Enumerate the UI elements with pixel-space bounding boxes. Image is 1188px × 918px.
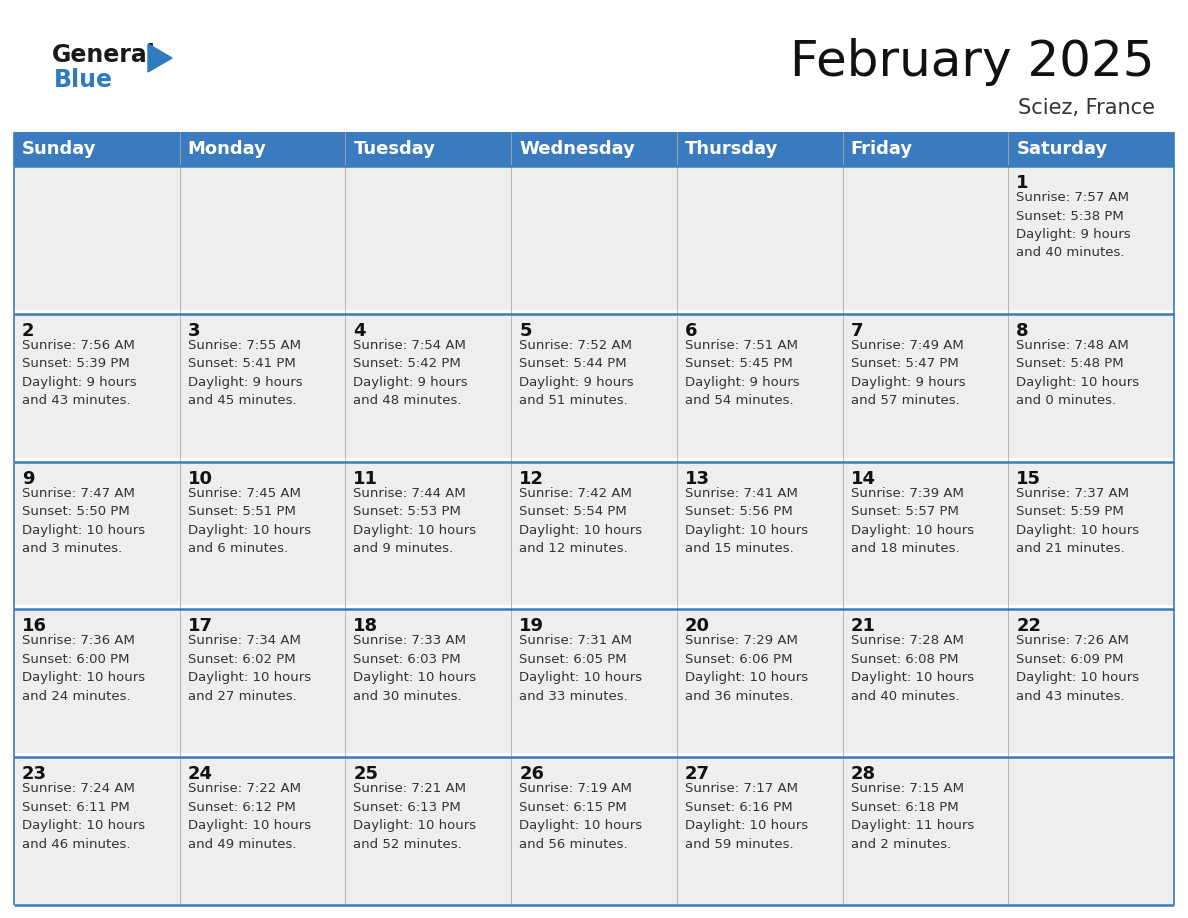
Text: Sunrise: 7:51 AM
Sunset: 5:45 PM
Daylight: 9 hours
and 54 minutes.: Sunrise: 7:51 AM Sunset: 5:45 PM Dayligh… bbox=[684, 339, 800, 408]
Text: Sunrise: 7:54 AM
Sunset: 5:42 PM
Daylight: 9 hours
and 48 minutes.: Sunrise: 7:54 AM Sunset: 5:42 PM Dayligh… bbox=[353, 339, 468, 408]
Text: Sunrise: 7:55 AM
Sunset: 5:41 PM
Daylight: 9 hours
and 45 minutes.: Sunrise: 7:55 AM Sunset: 5:41 PM Dayligh… bbox=[188, 339, 302, 408]
Bar bbox=[14, 309, 1174, 314]
Bar bbox=[14, 605, 1174, 610]
Text: Sunrise: 7:44 AM
Sunset: 5:53 PM
Daylight: 10 hours
and 9 minutes.: Sunrise: 7:44 AM Sunset: 5:53 PM Dayligh… bbox=[353, 487, 476, 555]
Text: 18: 18 bbox=[353, 618, 379, 635]
Text: Sunrise: 7:33 AM
Sunset: 6:03 PM
Daylight: 10 hours
and 30 minutes.: Sunrise: 7:33 AM Sunset: 6:03 PM Dayligh… bbox=[353, 634, 476, 703]
Text: 28: 28 bbox=[851, 766, 876, 783]
Text: Sunrise: 7:56 AM
Sunset: 5:39 PM
Daylight: 9 hours
and 43 minutes.: Sunrise: 7:56 AM Sunset: 5:39 PM Dayligh… bbox=[23, 339, 137, 408]
Text: 22: 22 bbox=[1016, 618, 1042, 635]
Text: Tuesday: Tuesday bbox=[353, 140, 436, 158]
Text: Sciez, France: Sciez, France bbox=[1018, 98, 1155, 118]
Text: 7: 7 bbox=[851, 322, 862, 340]
Text: Sunrise: 7:15 AM
Sunset: 6:18 PM
Daylight: 11 hours
and 2 minutes.: Sunrise: 7:15 AM Sunset: 6:18 PM Dayligh… bbox=[851, 782, 974, 851]
Bar bbox=[14, 753, 1174, 757]
Text: Sunrise: 7:34 AM
Sunset: 6:02 PM
Daylight: 10 hours
and 27 minutes.: Sunrise: 7:34 AM Sunset: 6:02 PM Dayligh… bbox=[188, 634, 311, 703]
Text: Sunrise: 7:45 AM
Sunset: 5:51 PM
Daylight: 10 hours
and 6 minutes.: Sunrise: 7:45 AM Sunset: 5:51 PM Dayligh… bbox=[188, 487, 311, 555]
Text: Sunrise: 7:36 AM
Sunset: 6:00 PM
Daylight: 10 hours
and 24 minutes.: Sunrise: 7:36 AM Sunset: 6:00 PM Dayligh… bbox=[23, 634, 145, 703]
Bar bbox=[14, 166, 1174, 314]
Text: 12: 12 bbox=[519, 470, 544, 487]
Text: Sunrise: 7:39 AM
Sunset: 5:57 PM
Daylight: 10 hours
and 18 minutes.: Sunrise: 7:39 AM Sunset: 5:57 PM Dayligh… bbox=[851, 487, 974, 555]
Text: Sunrise: 7:48 AM
Sunset: 5:48 PM
Daylight: 10 hours
and 0 minutes.: Sunrise: 7:48 AM Sunset: 5:48 PM Dayligh… bbox=[1016, 339, 1139, 408]
Text: 2: 2 bbox=[23, 322, 34, 340]
Text: Sunrise: 7:26 AM
Sunset: 6:09 PM
Daylight: 10 hours
and 43 minutes.: Sunrise: 7:26 AM Sunset: 6:09 PM Dayligh… bbox=[1016, 634, 1139, 703]
Text: 15: 15 bbox=[1016, 470, 1042, 487]
Text: 16: 16 bbox=[23, 618, 48, 635]
Text: Sunrise: 7:24 AM
Sunset: 6:11 PM
Daylight: 10 hours
and 46 minutes.: Sunrise: 7:24 AM Sunset: 6:11 PM Dayligh… bbox=[23, 782, 145, 851]
Polygon shape bbox=[148, 44, 172, 72]
Text: Sunrise: 7:22 AM
Sunset: 6:12 PM
Daylight: 10 hours
and 49 minutes.: Sunrise: 7:22 AM Sunset: 6:12 PM Dayligh… bbox=[188, 782, 311, 851]
Text: 13: 13 bbox=[684, 470, 710, 487]
Text: Friday: Friday bbox=[851, 140, 912, 158]
Text: Sunrise: 7:57 AM
Sunset: 5:38 PM
Daylight: 9 hours
and 40 minutes.: Sunrise: 7:57 AM Sunset: 5:38 PM Dayligh… bbox=[1016, 191, 1131, 260]
Text: Saturday: Saturday bbox=[1016, 140, 1107, 158]
Text: 27: 27 bbox=[684, 766, 710, 783]
Text: Sunrise: 7:52 AM
Sunset: 5:44 PM
Daylight: 9 hours
and 51 minutes.: Sunrise: 7:52 AM Sunset: 5:44 PM Dayligh… bbox=[519, 339, 633, 408]
Text: General: General bbox=[52, 43, 156, 67]
Text: 5: 5 bbox=[519, 322, 532, 340]
Text: 10: 10 bbox=[188, 470, 213, 487]
Text: Wednesday: Wednesday bbox=[519, 140, 636, 158]
Text: Sunrise: 7:41 AM
Sunset: 5:56 PM
Daylight: 10 hours
and 15 minutes.: Sunrise: 7:41 AM Sunset: 5:56 PM Dayligh… bbox=[684, 487, 808, 555]
Text: 9: 9 bbox=[23, 470, 34, 487]
Bar bbox=[14, 610, 1174, 757]
Text: Sunrise: 7:42 AM
Sunset: 5:54 PM
Daylight: 10 hours
and 12 minutes.: Sunrise: 7:42 AM Sunset: 5:54 PM Dayligh… bbox=[519, 487, 643, 555]
Text: Sunrise: 7:49 AM
Sunset: 5:47 PM
Daylight: 9 hours
and 57 minutes.: Sunrise: 7:49 AM Sunset: 5:47 PM Dayligh… bbox=[851, 339, 965, 408]
Text: 21: 21 bbox=[851, 618, 876, 635]
Bar bbox=[14, 462, 1174, 610]
Text: 8: 8 bbox=[1016, 322, 1029, 340]
Bar bbox=[14, 457, 1174, 462]
Text: Sunday: Sunday bbox=[23, 140, 96, 158]
Text: Sunrise: 7:47 AM
Sunset: 5:50 PM
Daylight: 10 hours
and 3 minutes.: Sunrise: 7:47 AM Sunset: 5:50 PM Dayligh… bbox=[23, 487, 145, 555]
Text: 11: 11 bbox=[353, 470, 379, 487]
Text: 24: 24 bbox=[188, 766, 213, 783]
Text: 17: 17 bbox=[188, 618, 213, 635]
Text: Sunrise: 7:17 AM
Sunset: 6:16 PM
Daylight: 10 hours
and 59 minutes.: Sunrise: 7:17 AM Sunset: 6:16 PM Dayligh… bbox=[684, 782, 808, 851]
Text: 3: 3 bbox=[188, 322, 201, 340]
Text: Sunrise: 7:21 AM
Sunset: 6:13 PM
Daylight: 10 hours
and 52 minutes.: Sunrise: 7:21 AM Sunset: 6:13 PM Dayligh… bbox=[353, 782, 476, 851]
Text: Sunrise: 7:31 AM
Sunset: 6:05 PM
Daylight: 10 hours
and 33 minutes.: Sunrise: 7:31 AM Sunset: 6:05 PM Dayligh… bbox=[519, 634, 643, 703]
Bar bbox=[14, 757, 1174, 905]
Text: Sunrise: 7:19 AM
Sunset: 6:15 PM
Daylight: 10 hours
and 56 minutes.: Sunrise: 7:19 AM Sunset: 6:15 PM Dayligh… bbox=[519, 782, 643, 851]
Text: 1: 1 bbox=[1016, 174, 1029, 192]
Text: Monday: Monday bbox=[188, 140, 266, 158]
Text: 23: 23 bbox=[23, 766, 48, 783]
Text: Sunrise: 7:37 AM
Sunset: 5:59 PM
Daylight: 10 hours
and 21 minutes.: Sunrise: 7:37 AM Sunset: 5:59 PM Dayligh… bbox=[1016, 487, 1139, 555]
Text: 26: 26 bbox=[519, 766, 544, 783]
Bar bbox=[14, 132, 1174, 166]
Text: 25: 25 bbox=[353, 766, 379, 783]
Text: 14: 14 bbox=[851, 470, 876, 487]
Bar bbox=[14, 314, 1174, 462]
Text: Sunrise: 7:29 AM
Sunset: 6:06 PM
Daylight: 10 hours
and 36 minutes.: Sunrise: 7:29 AM Sunset: 6:06 PM Dayligh… bbox=[684, 634, 808, 703]
Text: 4: 4 bbox=[353, 322, 366, 340]
Text: Blue: Blue bbox=[53, 68, 113, 92]
Text: Sunrise: 7:28 AM
Sunset: 6:08 PM
Daylight: 10 hours
and 40 minutes.: Sunrise: 7:28 AM Sunset: 6:08 PM Dayligh… bbox=[851, 634, 974, 703]
Text: Thursday: Thursday bbox=[684, 140, 778, 158]
Text: February 2025: February 2025 bbox=[790, 38, 1155, 86]
Text: 20: 20 bbox=[684, 618, 710, 635]
Text: 6: 6 bbox=[684, 322, 697, 340]
Text: 19: 19 bbox=[519, 618, 544, 635]
